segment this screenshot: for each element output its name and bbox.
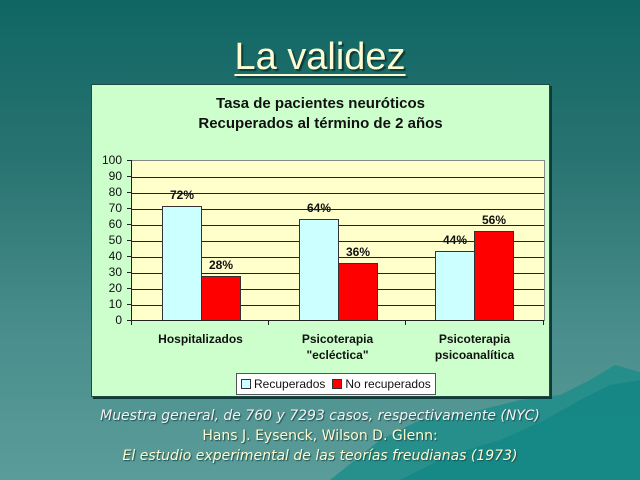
x-tick xyxy=(131,320,132,325)
chart-title-line2: Recuperados al término de 2 años xyxy=(198,115,443,132)
y-tick-label: 50 xyxy=(108,233,122,247)
value-label: 72% xyxy=(169,188,195,202)
legend-swatch-recuperados xyxy=(241,379,251,389)
caption-authors: Hans J. Eysenck, Wilson D. Glenn: xyxy=(202,428,438,444)
value-label: 28% xyxy=(208,258,234,272)
y-tick-label: 40 xyxy=(108,249,122,263)
y-tick-label: 10 xyxy=(108,297,122,311)
y-tick xyxy=(127,160,132,161)
legend-label-no-recuperados: No recuperados xyxy=(345,377,431,391)
category-label-line: Psicoterapia xyxy=(301,332,374,346)
x-axis xyxy=(132,320,544,321)
chart-container: Tasa de pacientes neuróticos Recuperados… xyxy=(91,84,550,397)
gridline xyxy=(132,177,544,178)
bar-recuperados-hospitalizados xyxy=(162,206,202,321)
slide-title: La validez xyxy=(234,36,406,78)
caption-sample: Muestra general, de 760 y 7293 casos, re… xyxy=(100,408,540,424)
legend-swatch-no-recuperados xyxy=(332,379,343,389)
plot-area: 72% 28% 64% 36% 44% 56% xyxy=(132,160,545,321)
bar-recuperados-eclectica xyxy=(299,219,339,321)
y-tick-label: 30 xyxy=(108,265,122,279)
y-tick xyxy=(127,224,132,225)
chart-title-line1: Tasa de pacientes neuróticos xyxy=(216,95,425,112)
bar-no-recuperados-eclectica xyxy=(338,263,378,321)
y-tick xyxy=(127,176,132,177)
category-label-psicoanalitica: Psicoterapia psicoanalítica xyxy=(406,331,543,363)
y-tick xyxy=(127,288,132,289)
category-label-eclectica: Psicoterapia "ecléctica" xyxy=(269,331,406,363)
value-label: 56% xyxy=(481,213,507,227)
chart-title: Tasa de pacientes neuróticos Recuperados… xyxy=(92,94,549,134)
y-tick-label: 0 xyxy=(115,313,122,327)
caption-source: El estudio experimental de las teorías f… xyxy=(122,448,518,464)
y-tick xyxy=(127,304,132,305)
bar-no-recuperados-hospitalizados xyxy=(201,276,241,321)
y-tick xyxy=(127,192,132,193)
x-tick xyxy=(405,320,406,325)
category-label-line: "ecléctica" xyxy=(306,348,369,362)
category-label-line: psicoanalítica xyxy=(434,348,515,362)
chart-legend: Recuperados No recuperados xyxy=(236,373,436,395)
legend-label-recuperados: Recuperados xyxy=(254,377,326,391)
y-tick xyxy=(127,208,132,209)
gridline xyxy=(132,193,544,194)
category-label-line: Hospitalizados xyxy=(158,332,243,346)
y-tick-label: 60 xyxy=(108,217,122,231)
gridline xyxy=(132,209,544,210)
y-tick-label: 90 xyxy=(108,169,122,183)
y-tick-label: 100 xyxy=(101,153,122,167)
x-tick xyxy=(543,320,544,325)
y-tick xyxy=(127,240,132,241)
y-tick-label: 80 xyxy=(108,185,122,199)
bar-no-recuperados-psicoanalitica xyxy=(474,231,514,321)
y-tick xyxy=(127,320,132,321)
category-label-line: Psicoterapia xyxy=(438,332,511,346)
value-label: 36% xyxy=(345,245,371,259)
y-tick xyxy=(127,256,132,257)
value-label: 44% xyxy=(442,233,468,247)
y-tick-label: 20 xyxy=(108,281,122,295)
y-tick xyxy=(127,272,132,273)
category-label-hospitalizados: Hospitalizados xyxy=(132,331,269,347)
bar-recuperados-psicoanalitica xyxy=(435,251,475,321)
y-tick-label: 70 xyxy=(108,201,122,215)
value-label: 64% xyxy=(306,201,332,215)
x-tick xyxy=(268,320,269,325)
